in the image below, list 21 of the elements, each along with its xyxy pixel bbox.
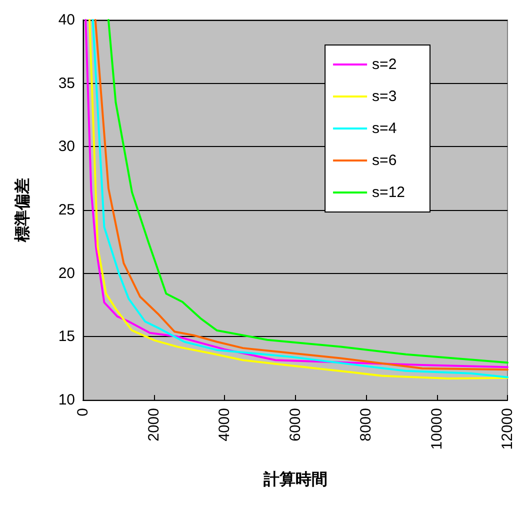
- y-tick-label: 25: [58, 202, 75, 218]
- y-tick-label: 10: [58, 392, 75, 408]
- y-tick-label: 40: [58, 12, 75, 28]
- y-tick-label: 35: [58, 74, 75, 92]
- legend-label: s=6: [372, 152, 397, 169]
- x-tick-label: 8000: [358, 408, 374, 442]
- y-tick-label: 20: [58, 264, 75, 282]
- legend-label: s=3: [372, 88, 397, 105]
- legend-label: s=4: [372, 120, 397, 137]
- legend-label: s=12: [372, 184, 406, 201]
- x-tick-label: 0: [74, 408, 92, 416]
- legend-label: s=2: [372, 56, 397, 73]
- x-tick-label: 4000: [216, 408, 233, 442]
- x-tick-label: 6000: [286, 408, 304, 442]
- y-tick-label: 30: [58, 138, 75, 156]
- y-tick-label: 15: [58, 328, 75, 346]
- y-axis-title: 標準偏差: [14, 178, 32, 243]
- x-tick-label: 2000: [145, 408, 162, 442]
- x-tick-label: 10000: [428, 408, 446, 450]
- x-tick-label: 12000: [499, 408, 515, 450]
- x-axis-title: 計算時間: [262, 470, 328, 488]
